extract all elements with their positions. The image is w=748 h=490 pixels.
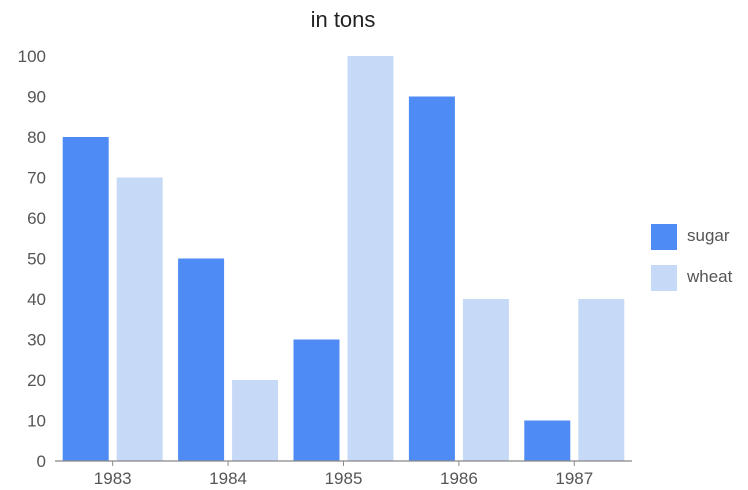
x-tick-label: 1983 xyxy=(94,469,132,488)
x-tick-label: 1987 xyxy=(555,469,593,488)
bars-group xyxy=(62,56,625,461)
y-tick-label: 100 xyxy=(18,47,46,66)
y-tick-label: 30 xyxy=(27,331,46,350)
y-axis: 0 10 20 30 40 50 60 70 80 90 100 xyxy=(18,47,46,471)
legend: sugar wheat xyxy=(651,224,733,291)
y-tick-label: 90 xyxy=(27,88,46,107)
x-tick-label: 1985 xyxy=(325,469,363,488)
x-tick-label: 1984 xyxy=(209,469,247,488)
bar-sugar-1983 xyxy=(62,137,109,461)
chart-title: in tons xyxy=(311,7,376,32)
x-axis: 1983 1984 1985 1986 1987 xyxy=(94,461,593,488)
y-tick-label: 70 xyxy=(27,169,46,188)
y-tick-label: 0 xyxy=(37,452,46,471)
bar-sugar-1986 xyxy=(408,96,455,461)
legend-label-sugar: sugar xyxy=(687,226,730,245)
y-tick-label: 60 xyxy=(27,209,46,228)
bar-wheat-1983 xyxy=(116,177,163,461)
legend-swatch-wheat xyxy=(651,265,677,291)
bar-sugar-1987 xyxy=(524,420,571,461)
legend-label-wheat: wheat xyxy=(686,267,733,286)
x-tick-label: 1986 xyxy=(440,469,478,488)
bar-wheat-1985 xyxy=(347,56,394,461)
bar-sugar-1984 xyxy=(178,258,225,461)
y-tick-label: 10 xyxy=(27,412,46,431)
bar-wheat-1987 xyxy=(578,299,625,461)
y-tick-label: 80 xyxy=(27,128,46,147)
y-tick-label: 50 xyxy=(27,250,46,269)
bar-wheat-1986 xyxy=(462,299,509,461)
legend-swatch-sugar xyxy=(651,224,677,250)
y-tick-label: 40 xyxy=(27,290,46,309)
bar-wheat-1984 xyxy=(232,380,279,461)
bar-sugar-1985 xyxy=(293,339,340,461)
y-tick-label: 20 xyxy=(27,371,46,390)
